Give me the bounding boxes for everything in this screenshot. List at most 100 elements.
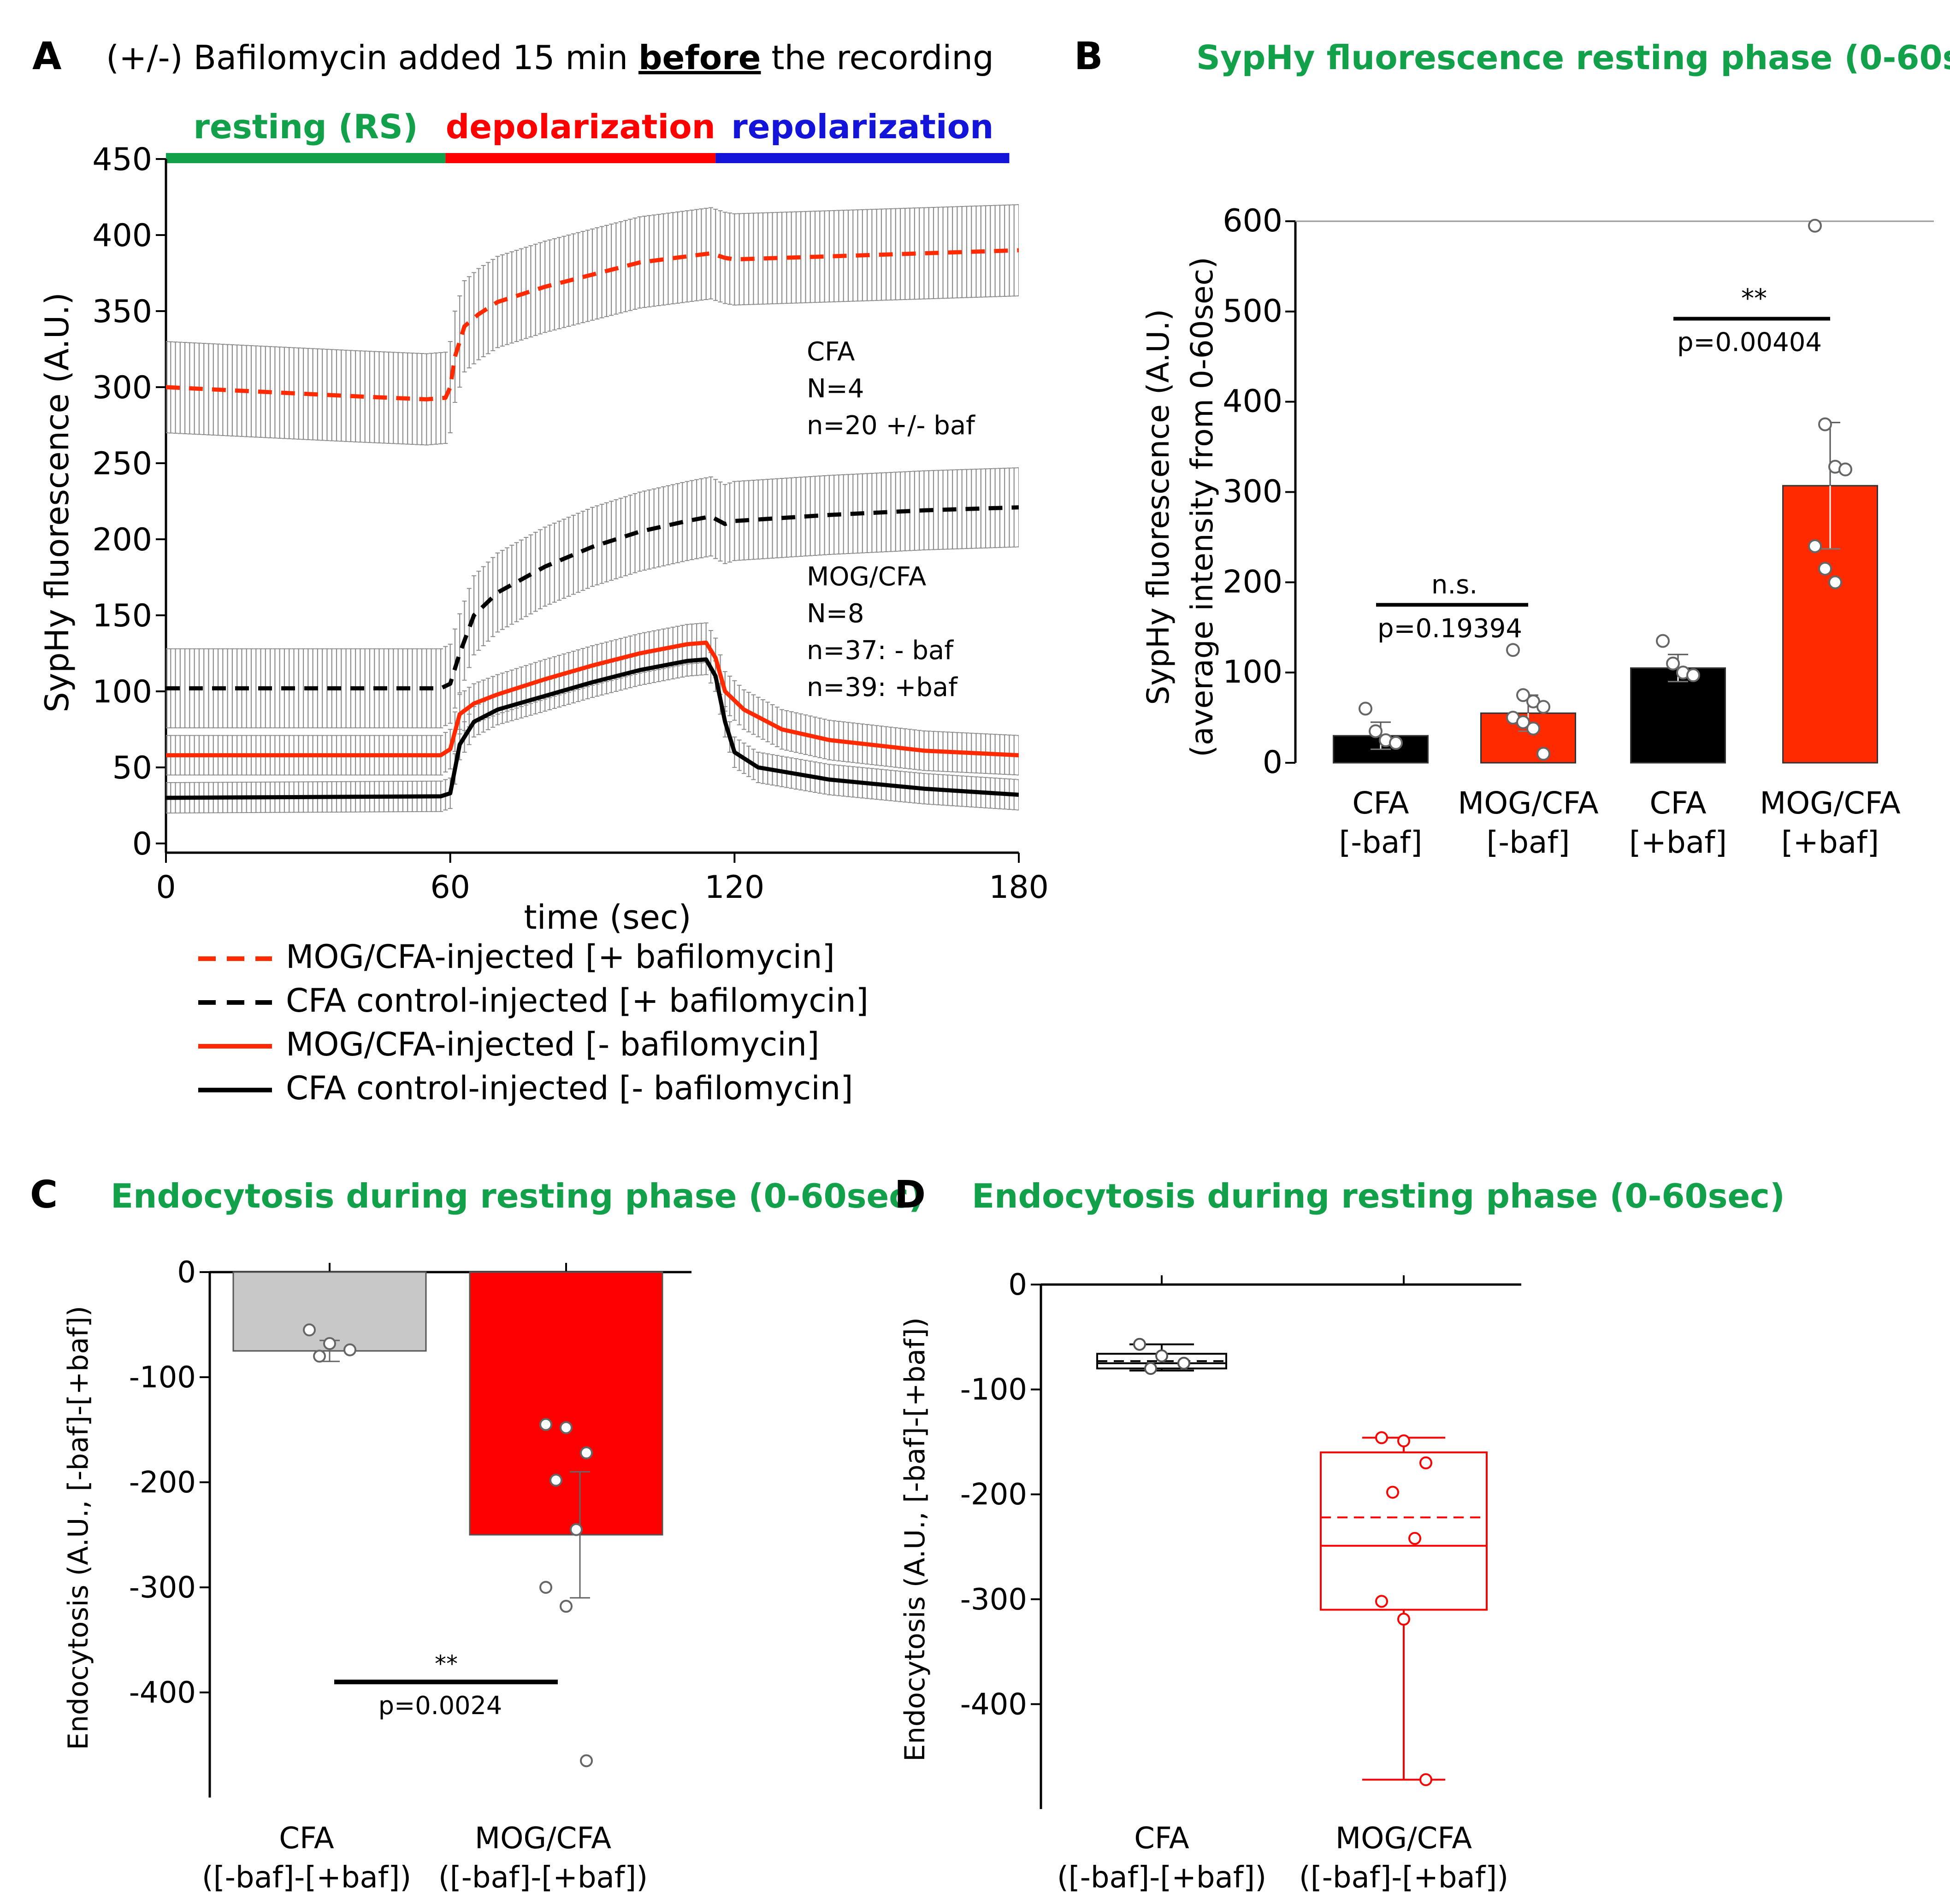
data-point (539, 1581, 552, 1594)
panel-d-title: Endocytosis during resting phase (0-60se… (972, 1177, 1785, 1215)
series-line (166, 505, 1019, 690)
panel-a-xlabel: time (sec) (524, 898, 691, 937)
panel-a-title-prefix: (+/-) Bafilomycin added 15 min (106, 38, 638, 77)
data-point (1666, 656, 1680, 671)
category-label: CFA (279, 1821, 334, 1856)
panel-a-series (166, 204, 1019, 813)
data-point (1419, 1456, 1432, 1469)
data-point (1516, 715, 1530, 729)
category-label: CFA (1649, 785, 1706, 821)
data-point (313, 1350, 326, 1363)
series-line (166, 248, 1019, 401)
y-tick-label: 200 (1223, 564, 1282, 600)
data-point (1808, 539, 1822, 553)
annotation-cfa-line: n=20 +/- baf (807, 411, 975, 441)
legend-label: CFA control-injected [+ bafilomycin] (286, 982, 869, 1020)
series-error-bars (166, 204, 1019, 446)
panel-b-letter: B (1074, 35, 1103, 78)
data-point (1656, 634, 1670, 648)
y-tick-label: 400 (92, 218, 152, 254)
x-tick-label: 120 (704, 869, 764, 906)
x-tick-label: 60 (430, 869, 470, 906)
panel-b: B SypHy fluorescence resting phase (0-60… (1074, 35, 1950, 860)
data-point (550, 1474, 562, 1487)
annotation-mog: MOG/CFA N=8 n=37: - baf n=39: +baf (807, 562, 958, 702)
y-tick-label: -300 (129, 1571, 196, 1605)
data-point (1828, 575, 1842, 589)
y-tick-label: 200 (92, 522, 152, 558)
annotation-cfa-line: N=4 (807, 374, 864, 404)
bar (469, 1271, 663, 1536)
y-tick-label: -200 (129, 1466, 196, 1500)
phase-label: resting (RS) (194, 107, 418, 146)
y-tick-label: -200 (960, 1478, 1027, 1512)
data-point (1397, 1434, 1410, 1448)
panel-a-ylabel: SypHy fluorescence (A.U.) (38, 292, 76, 712)
data-point (1536, 747, 1550, 761)
data-point (539, 1418, 552, 1431)
x-tick-label: 180 (989, 869, 1049, 906)
panel-c-chart: 0 -100 -200 -300 -400 CFA ([-baf]-[+baf]) MOG/C… (129, 1256, 691, 1895)
data-point (570, 1523, 583, 1536)
data-point (1818, 417, 1832, 431)
category-label: ([-baf]-[+baf]) (1299, 1861, 1508, 1895)
data-point (580, 1446, 593, 1460)
annotation-mog-line: n=39: +baf (807, 672, 958, 702)
panel-a-letter: A (32, 35, 62, 78)
panel-c-letter: C (30, 1173, 58, 1217)
category-label: [+baf] (1629, 825, 1727, 860)
y-tick-label: -300 (960, 1583, 1027, 1617)
panel-b-title: SypHy fluorescence resting phase (0-60se… (1196, 38, 1950, 77)
p-value-label: p=0.00404 (1677, 328, 1822, 358)
data-point (1506, 643, 1520, 657)
legend-label: MOG/CFA-injected [- bafilomycin] (286, 1026, 819, 1063)
y-tick-label: -400 (960, 1687, 1027, 1721)
y-tick-label: 500 (1223, 293, 1282, 330)
panel-d-ylabel: Endocytosis (A.U., [-baf]-[+baf]) (899, 1317, 931, 1762)
data-point (580, 1754, 593, 1768)
data-point (1177, 1356, 1190, 1370)
series-line (166, 657, 1019, 800)
category-label: MOG/CFA (1335, 1821, 1472, 1856)
phase-label: repolarization (731, 107, 993, 146)
series-line (166, 640, 1019, 758)
data-point (1144, 1362, 1157, 1375)
data-point (560, 1600, 573, 1613)
panel-b-chart: 0 100 200 300 400 500 600 CFA [-baf] MOG/CFA [-baf… (1223, 203, 1934, 860)
data-point (1419, 1773, 1432, 1786)
panel-a: A (+/-) Bafilomycin added 15 min before … (32, 35, 1049, 1107)
y-tick-label: 300 (92, 370, 152, 406)
panel-a-title-emph: before (638, 38, 761, 77)
category-label: CFA (1134, 1821, 1189, 1856)
panel-d-letter: D (894, 1173, 926, 1217)
y-tick-label: 100 (92, 674, 152, 710)
category-label: [+baf] (1781, 825, 1879, 860)
data-point (1818, 561, 1832, 576)
data-point (1369, 724, 1383, 738)
data-point (1133, 1338, 1146, 1351)
y-tick-label: 250 (92, 446, 152, 482)
data-point (343, 1343, 356, 1356)
category-label: MOG/CFA (475, 1821, 611, 1856)
data-point (1375, 1431, 1388, 1444)
panel-a-legend: MOG/CFA-injected [+ bafilomycin] CFA cont… (198, 938, 869, 1107)
y-tick-label: 300 (1223, 474, 1282, 510)
category-label: MOG/CFA (1458, 785, 1598, 821)
annotation-mog-line: N=8 (807, 599, 864, 629)
panel-a-title: (+/-) Bafilomycin added 15 min before th… (106, 38, 994, 77)
y-tick-label: 50 (112, 750, 152, 786)
data-point (1686, 668, 1700, 683)
category-label: ([-baf]-[+baf]) (202, 1861, 411, 1895)
data-point (1359, 701, 1372, 716)
panel-b-ylabel-line1: SypHy fluorescence (A.U.) (1140, 309, 1176, 705)
category-label: [-baf] (1339, 825, 1423, 860)
legend-label: MOG/CFA-injected [+ bafilomycin] (286, 938, 835, 976)
y-tick-label: 0 (1008, 1268, 1027, 1302)
panel-c-title: Endocytosis during resting phase (0-60se… (111, 1177, 924, 1215)
phase-label: depolarization (446, 107, 715, 146)
data-point (1516, 688, 1530, 702)
y-tick-label: -100 (960, 1373, 1027, 1407)
data-point (323, 1337, 336, 1350)
panel-d-chart: 0 -100 -200 -300 -400 CFA ([-baf]-[+baf]) MOG/C… (960, 1268, 1521, 1895)
y-tick-label: 350 (92, 294, 152, 330)
